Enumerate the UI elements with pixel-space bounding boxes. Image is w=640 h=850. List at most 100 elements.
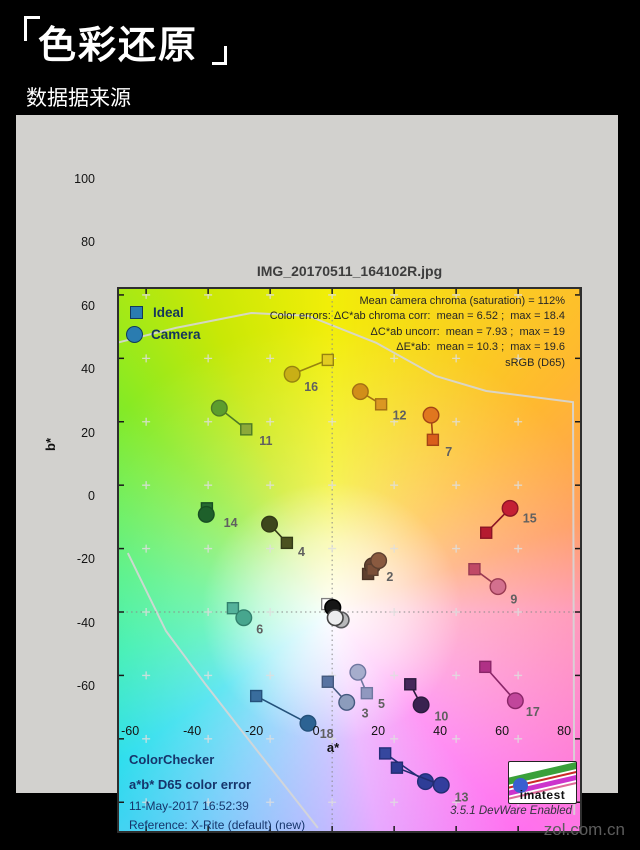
srgb-gamut-boundary xyxy=(117,311,576,815)
grid-plus-icon xyxy=(452,798,461,807)
grid-plus-icon xyxy=(452,734,461,743)
stats-line: Mean camera chroma (saturation) = 112% xyxy=(359,295,565,307)
grid-plus-icon xyxy=(514,544,523,553)
grid-plus-icon xyxy=(204,417,213,426)
ideal-marker xyxy=(480,526,493,539)
logo-wordmark: imatest xyxy=(519,788,566,802)
grid-plus-icon xyxy=(204,481,213,490)
grid-plus-icon xyxy=(266,354,275,363)
grid-plus-icon xyxy=(390,734,399,743)
grid-plus-icon xyxy=(204,734,213,743)
grid-plus-icon xyxy=(266,544,275,553)
grid-plus-icon xyxy=(266,481,275,490)
ideal-marker xyxy=(378,747,392,760)
plot-border xyxy=(117,287,582,833)
grid-plus-icon xyxy=(204,798,213,807)
x-tick-label: 40 xyxy=(433,724,448,738)
point-label: 14 xyxy=(224,516,238,530)
ideal-marker xyxy=(321,353,335,367)
y-tick-label: 20 xyxy=(81,425,95,440)
y-tick-label: -20 xyxy=(76,552,95,567)
grid-plus-icon xyxy=(204,544,213,553)
grid-plus-icon xyxy=(266,671,275,680)
camera-circle-icon xyxy=(126,325,143,343)
grid-plus-icon xyxy=(328,481,337,490)
point-label: 6 xyxy=(256,622,263,636)
point-label: 12 xyxy=(393,408,407,422)
stats-block: Mean camera chroma (saturation) = 112% Co… xyxy=(270,294,565,371)
x-tick-label: -60 xyxy=(121,724,140,738)
grid-plus-icon xyxy=(204,354,213,363)
stats-line: ΔC*ab uncorr: mean = 7.93 ; max = 19 xyxy=(370,325,565,338)
point-label: 7 xyxy=(445,445,452,459)
grid-plus-icon xyxy=(390,798,399,807)
grid-plus-icon xyxy=(390,671,399,680)
version-text: 3.5.1 DevWare Enabled xyxy=(450,805,572,817)
corner-line: 11-May-2017 16:52:39 xyxy=(129,799,249,813)
ideal-marker xyxy=(390,761,404,774)
imatest-logo: imatest xyxy=(508,761,577,804)
ideal-square-icon xyxy=(130,305,143,319)
ideal-marker xyxy=(468,562,481,576)
ideal-marker xyxy=(404,678,417,691)
camera-marker xyxy=(235,609,253,627)
x-tick-label: 0 xyxy=(312,724,320,738)
grid-plus-icon xyxy=(328,798,337,807)
camera-marker xyxy=(261,515,279,533)
legend-item-ideal: Ideal xyxy=(126,301,201,323)
legend-camera-label: Camera xyxy=(151,326,201,342)
grid-plus-icon xyxy=(142,671,151,680)
grid-plus-icon xyxy=(452,417,461,426)
site-watermark: zol.com.cn xyxy=(543,820,625,839)
camera-marker xyxy=(338,693,356,711)
grid-plus-icon xyxy=(390,354,399,363)
plot-area: 16 12 7 11 14 4 2 15 9 6 18 3 5 10 17 13 Mean camera ch… xyxy=(117,287,582,833)
corner-bracket-top-left xyxy=(24,16,40,41)
point-label: 15 xyxy=(523,511,537,525)
camera-marker xyxy=(370,552,388,570)
grid-plus-icon xyxy=(390,417,399,426)
stats-line: ΔE*ab: mean = 10.3 ; max = 19.6 xyxy=(396,341,565,354)
y-tick-label: -40 xyxy=(76,615,95,630)
grid-plus-icon xyxy=(390,481,399,490)
y-tick-label: 80 xyxy=(81,235,95,250)
grid-plus-icon xyxy=(142,354,151,363)
x-tick-label: -20 xyxy=(245,724,264,738)
camera-marker xyxy=(299,714,317,732)
grid-plus-icon xyxy=(142,417,151,426)
point-label: 9 xyxy=(510,592,517,606)
x-tick-label: 80 xyxy=(557,724,572,738)
y-tick-label: 60 xyxy=(81,298,95,313)
ideal-marker xyxy=(249,689,263,703)
pair-connector-line xyxy=(255,695,309,725)
grid-plus-icon xyxy=(142,481,151,490)
page-subtitle: 数据据来源 xyxy=(26,87,131,110)
grid-plus-icon xyxy=(328,734,337,743)
corner-bracket-bottom-right xyxy=(212,46,227,65)
x-tick-label: -40 xyxy=(183,724,202,738)
grid-plus-icon xyxy=(266,798,275,807)
legend-item-camera: Camera xyxy=(126,323,201,345)
point-label: 5 xyxy=(378,697,385,711)
ideal-marker xyxy=(479,660,492,674)
stats-line: Color errors: ΔC*ab chroma corr: mean = … xyxy=(269,310,565,323)
ideal-marker xyxy=(426,433,440,447)
x-tick-label: 20 xyxy=(371,724,386,738)
grid-plus-icon xyxy=(204,671,213,680)
point-label: 17 xyxy=(526,705,540,719)
grid-plus-icon xyxy=(142,734,151,743)
camera-marker xyxy=(210,399,228,417)
corner-line-bold: ColorChecker xyxy=(129,752,215,767)
camera-marker xyxy=(349,663,367,681)
grid-plus-icon xyxy=(142,608,151,616)
y-tick-label: 40 xyxy=(81,362,95,377)
neutral-camera-marker xyxy=(326,609,344,627)
ideal-marker xyxy=(321,675,335,688)
y-tick-label: 0 xyxy=(88,489,95,503)
y-tick-label: -60 xyxy=(76,679,95,694)
corner-line: Reference: X-Rite (default) (new) xyxy=(129,818,306,832)
ideal-marker xyxy=(226,601,240,615)
grid-plus-icon xyxy=(514,417,523,426)
grid-plus-icon xyxy=(328,544,337,553)
camera-marker xyxy=(283,365,301,383)
